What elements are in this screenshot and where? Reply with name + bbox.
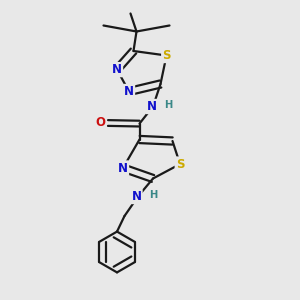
Text: N: N (146, 100, 157, 113)
Text: O: O (95, 116, 106, 130)
Text: H: H (149, 190, 157, 200)
Text: N: N (112, 63, 122, 76)
Text: H: H (164, 100, 173, 110)
Text: S: S (162, 49, 171, 62)
Text: N: N (131, 190, 142, 203)
Text: N: N (118, 161, 128, 175)
Text: N: N (124, 85, 134, 98)
Text: S: S (176, 158, 184, 171)
